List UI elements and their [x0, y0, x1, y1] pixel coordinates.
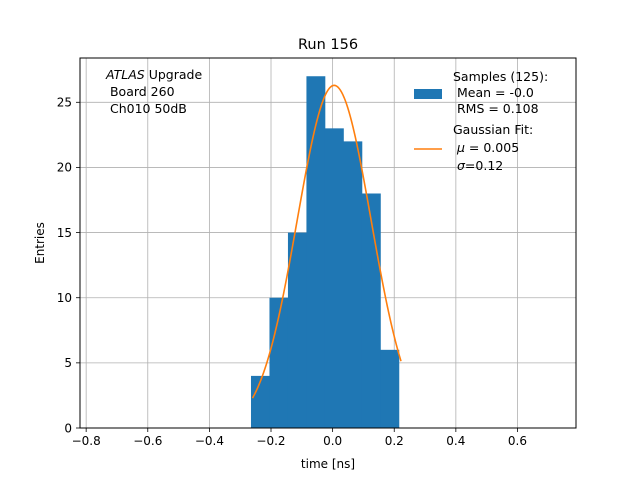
- histogram-bar-0: [250, 375, 270, 428]
- histogram-bar-3: [306, 76, 326, 428]
- x-tick-label-0: −0.8: [72, 434, 101, 448]
- legend-fit-sigma: σ=0.12: [453, 158, 503, 173]
- y-axis-label: Entries: [33, 222, 47, 264]
- x-tick-label-6: 0.4: [446, 434, 465, 448]
- x-axis-label: time [ns]: [301, 457, 355, 471]
- x-tick-label-7: 0.6: [508, 434, 527, 448]
- y-tick-label-2: 10: [57, 291, 72, 305]
- annotation-line-1: ATLAS Upgrade: [105, 67, 202, 82]
- y-tick-label-0: 0: [64, 421, 72, 435]
- x-tick-label-2: −0.4: [195, 434, 224, 448]
- x-tick-label-4: 0.0: [323, 434, 342, 448]
- legend-hist-mean: Mean = -0.0: [453, 85, 534, 100]
- y-tick-label-3: 15: [57, 226, 72, 240]
- legend-hist-label: Samples (125):: [453, 69, 548, 84]
- chart-title: Run 156: [298, 37, 358, 53]
- legend-fit-label: Gaussian Fit:: [453, 122, 533, 137]
- legend-mu-symbol: μ: [456, 140, 465, 155]
- x-tick-label-1: −0.6: [133, 434, 162, 448]
- legend-mu-value: = 0.005: [465, 140, 519, 155]
- annotation-line-2: Board 260: [106, 84, 175, 99]
- annotation-line-3: Ch010 50dB: [106, 101, 187, 116]
- legend-sigma-value: =0.12: [465, 158, 503, 173]
- x-tick-label-5: 0.2: [385, 434, 404, 448]
- histogram-bar-2: [287, 232, 307, 428]
- legend: Samples (125): Mean = -0.0 RMS = 0.108 G…: [414, 69, 548, 173]
- legend-sigma-symbol: σ: [457, 158, 466, 173]
- y-tick-label-1: 5: [64, 356, 72, 370]
- x-tick-label-3: −0.2: [256, 434, 285, 448]
- legend-hist-swatch: [414, 89, 442, 99]
- annotation-atlas: ATLAS: [105, 67, 145, 82]
- legend-hist-rms: RMS = 0.108: [453, 101, 539, 116]
- y-tick-label-4: 20: [57, 161, 72, 175]
- histogram-bar-7: [380, 349, 400, 428]
- histogram-bars: [250, 76, 400, 428]
- plot-frame: [79, 57, 577, 429]
- histogram-bar-4: [324, 128, 344, 428]
- histogram-bar-6: [361, 193, 381, 428]
- atlas-annotation: ATLAS Upgrade Board 260 Ch010 50dB: [105, 67, 202, 116]
- y-axis: 0 5 10 15 20 25: [57, 96, 80, 435]
- gaussian-fit-curve: [251, 84, 402, 399]
- x-axis: −0.8 −0.6 −0.4 −0.2 0.0 0.2 0.4 0.6: [72, 428, 527, 448]
- histogram-bar-5: [343, 141, 363, 428]
- annotation-upgrade: Upgrade: [145, 67, 203, 82]
- y-tick-label-5: 25: [57, 96, 72, 110]
- legend-fit-mu: μ = 0.005: [453, 140, 519, 155]
- histogram-bar-1: [269, 297, 289, 428]
